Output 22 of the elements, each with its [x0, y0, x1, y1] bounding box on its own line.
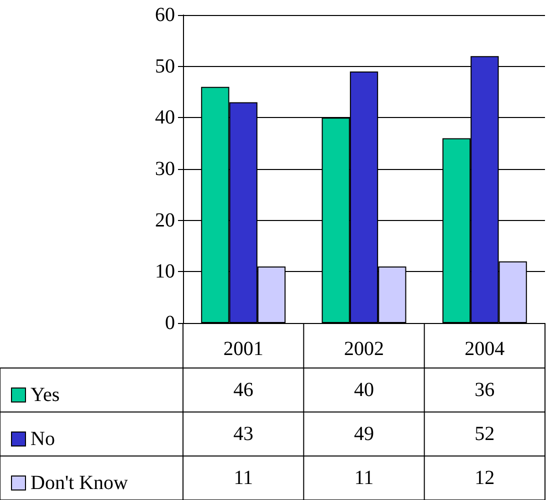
data-label: 12	[474, 467, 495, 489]
y-tick-label: 60	[155, 4, 175, 26]
data-label: 11	[354, 467, 374, 489]
y-tick-label: 10	[155, 260, 175, 283]
data-label: 11	[234, 467, 253, 489]
y-tick-label: 30	[155, 158, 175, 180]
y-tick-label: 20	[155, 209, 175, 232]
data-label: 49	[354, 423, 374, 445]
legend-label: Don't Know	[30, 472, 129, 494]
x-tick-label: 2004	[464, 338, 505, 360]
legend-label: No	[30, 428, 55, 450]
legend-label: Yes	[30, 384, 60, 406]
data-label: 43	[233, 423, 254, 445]
y-tick-label: 50	[155, 55, 175, 78]
y-tick-label: 0	[165, 312, 175, 334]
data-label: 52	[474, 423, 495, 445]
x-tick-label: 2001	[223, 338, 264, 360]
data-label: 36	[474, 379, 495, 401]
y-tick-label: 40	[155, 106, 175, 129]
data-label: 46	[233, 379, 254, 401]
x-tick-label: 2002	[344, 338, 384, 360]
data-label: 40	[354, 379, 374, 401]
